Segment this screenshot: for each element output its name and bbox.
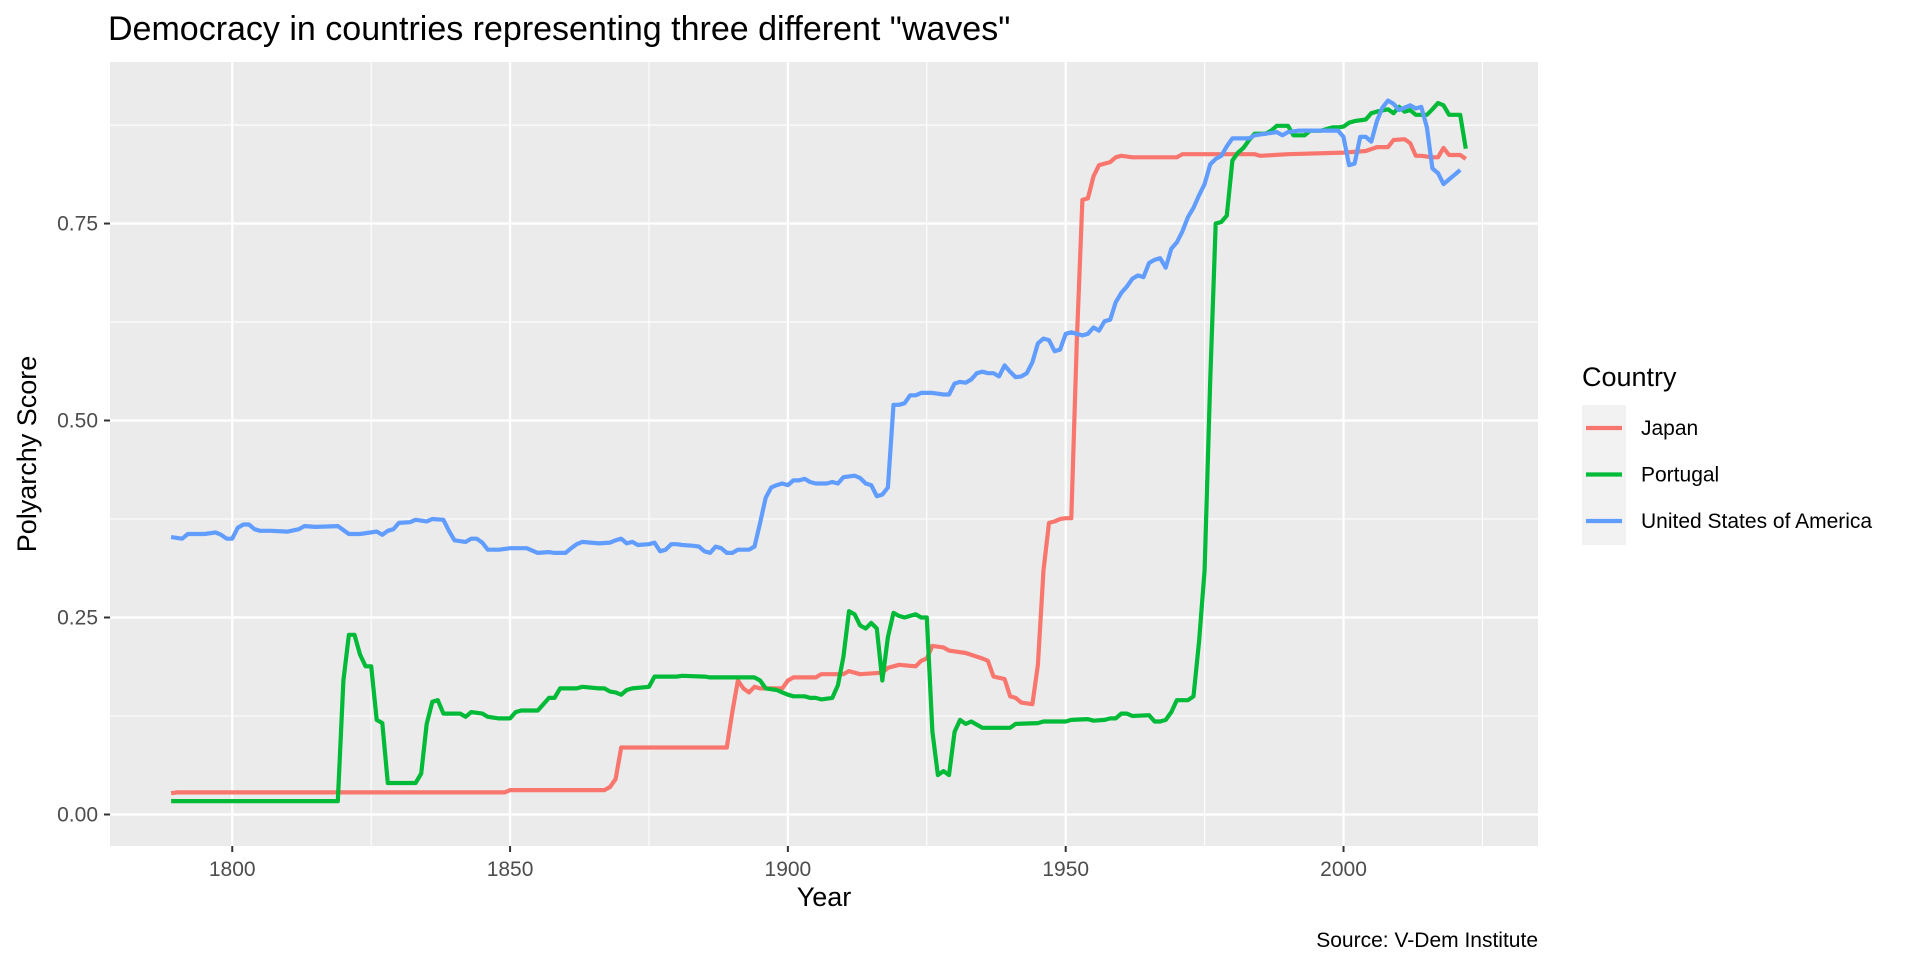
legend-label-japan: Japan xyxy=(1641,417,1698,440)
series-line-united-states-of-america xyxy=(170,98,1462,555)
x-tick-label: 1950 xyxy=(1042,858,1089,881)
legend: Country Japan Portugal United States of Am… xyxy=(1582,362,1872,545)
x-tick-label: 2000 xyxy=(1320,858,1367,881)
y-tick-label: 0.25 xyxy=(57,606,98,629)
x-tick-label: 1900 xyxy=(765,858,812,881)
plot-panel xyxy=(110,62,1538,846)
y-tick-label: 0.50 xyxy=(57,410,98,433)
x-axis: 1800 1850 1900 1950 2000 xyxy=(209,846,1367,881)
x-axis-title: Year xyxy=(797,882,852,912)
y-tick-label: 0.00 xyxy=(57,803,98,826)
caption: Source: V-Dem Institute xyxy=(1316,929,1538,952)
chart-title: Democracy in countries representing thre… xyxy=(108,10,1010,48)
grid-minor xyxy=(110,62,1538,846)
y-axis-title: Polyarchy Score xyxy=(12,356,42,553)
series-layer xyxy=(170,98,1468,804)
legend-label-portugal: Portugal xyxy=(1641,464,1719,487)
legend-items: Japan Portugal United States of America xyxy=(1586,417,1872,533)
x-tick-label: 1800 xyxy=(209,858,256,881)
y-axis: 0.00 0.25 0.50 0.75 xyxy=(57,213,110,826)
y-tick-label: 0.75 xyxy=(57,213,98,236)
grid-major xyxy=(110,62,1538,846)
legend-title: Country xyxy=(1582,362,1677,392)
x-tick-label: 1850 xyxy=(487,858,534,881)
legend-label-united-states-of-america: United States of America xyxy=(1641,510,1872,533)
